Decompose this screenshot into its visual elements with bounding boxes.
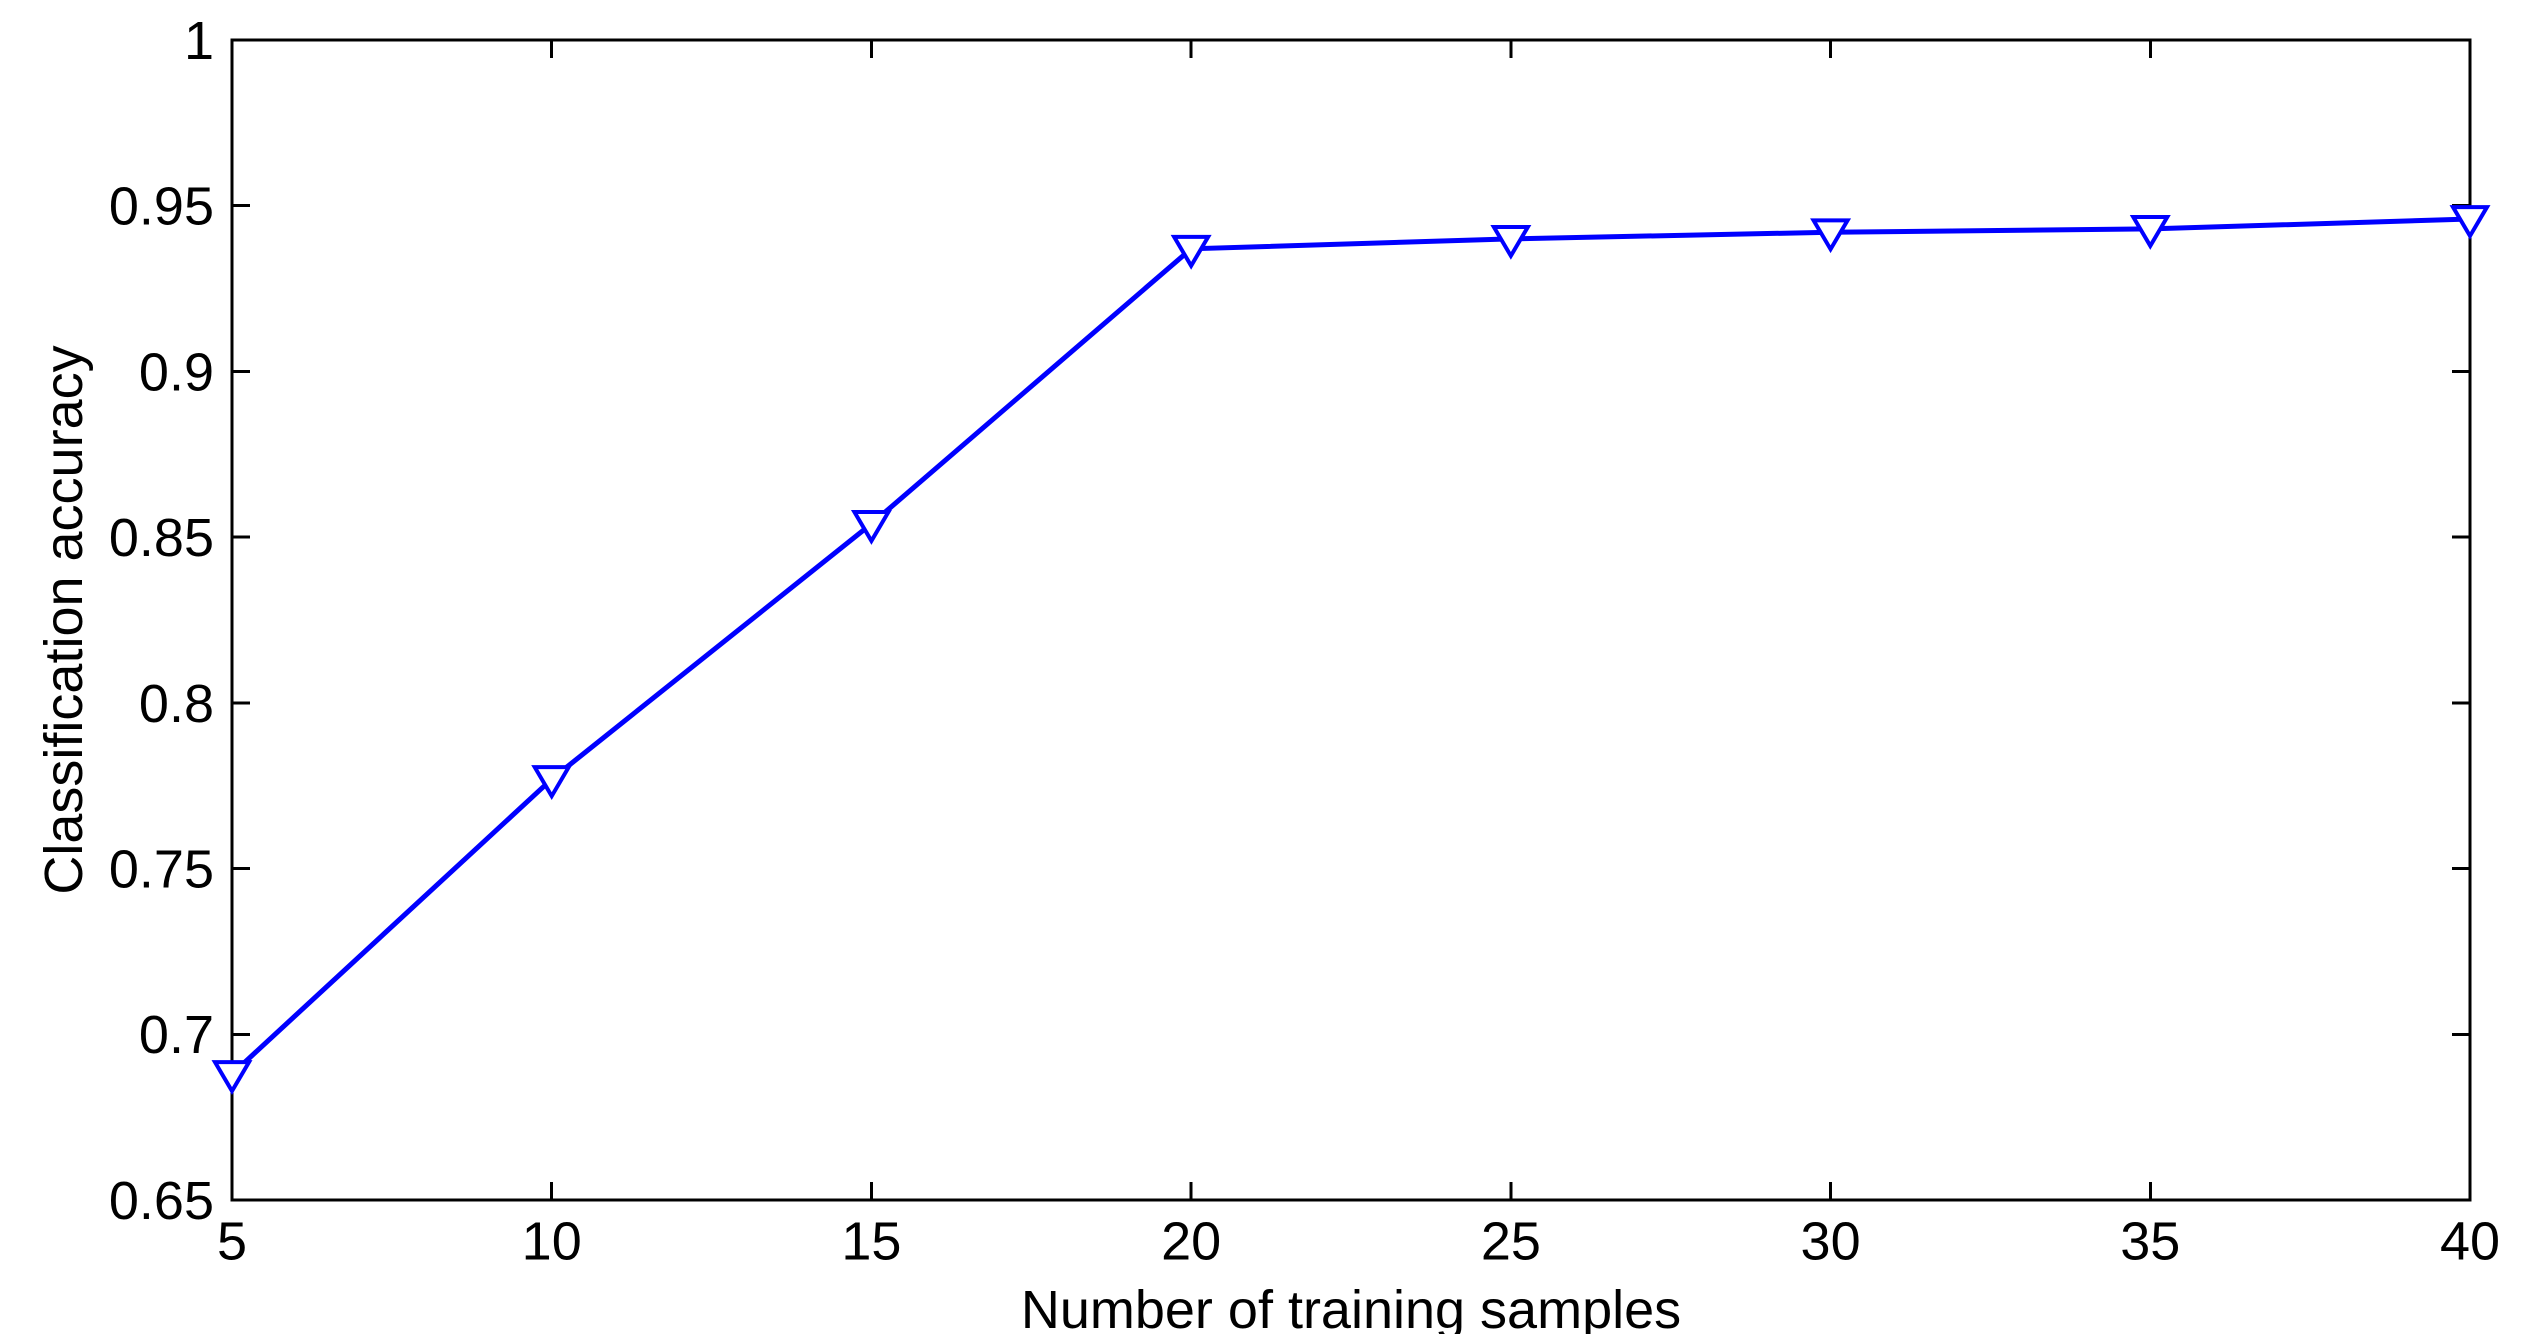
y-tick-label: 0.65 <box>109 1171 214 1231</box>
y-tick-label: 0.9 <box>139 342 214 402</box>
x-tick-label: 20 <box>1161 1211 1221 1271</box>
y-tick-label: 0.95 <box>109 177 214 237</box>
x-tick-label: 35 <box>2120 1211 2180 1271</box>
x-tick-label: 25 <box>1481 1211 1541 1271</box>
x-tick-label: 30 <box>1801 1211 1861 1271</box>
x-tick-label: 40 <box>2440 1211 2500 1271</box>
x-axis-label: Number of training samples <box>1021 1280 1681 1334</box>
x-tick-label: 15 <box>841 1211 901 1271</box>
x-tick-label: 5 <box>217 1211 247 1271</box>
y-axis-label: Classification accuracy <box>34 345 94 894</box>
y-tick-label: 0.75 <box>109 839 214 899</box>
y-tick-label: 1 <box>184 11 214 71</box>
chart-container: 5 10 15 20 25 30 35 40 0.65 0.7 0.75 0.8 0.85 0.9 0.95… <box>0 0 2525 1334</box>
x-tick-label: 10 <box>522 1211 582 1271</box>
line-chart: 5 10 15 20 25 30 35 40 0.65 0.7 0.75 0.8 0.85 0.9 0.95… <box>0 0 2525 1334</box>
y-tick-label: 0.85 <box>109 508 214 568</box>
y-tick-label: 0.7 <box>139 1005 214 1065</box>
y-tick-label: 0.8 <box>139 674 214 734</box>
